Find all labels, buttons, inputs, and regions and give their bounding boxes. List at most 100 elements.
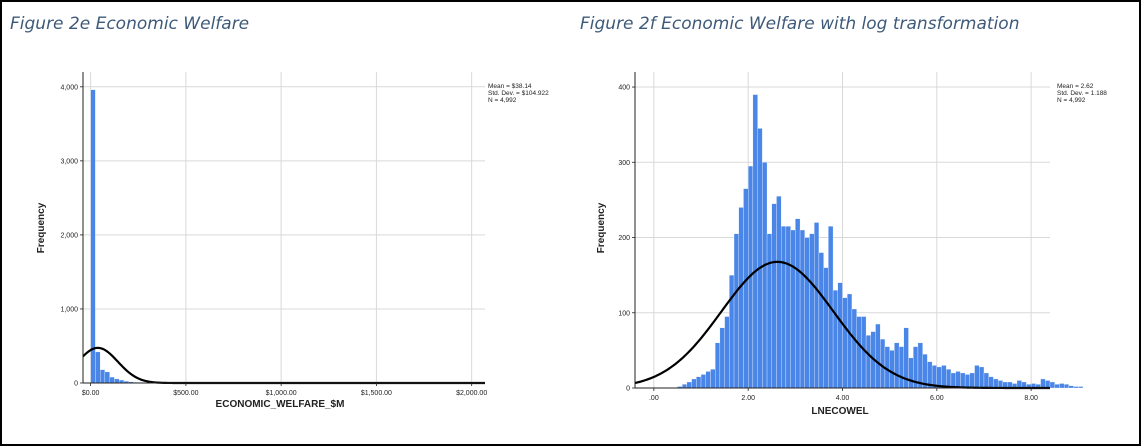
figure-2f-title: Figure 2f Economic Welfare with log tran… <box>580 14 1020 34</box>
histogram-bar <box>1045 380 1051 389</box>
stats-line: N = 4,992 <box>488 97 517 104</box>
histogram-bar <box>790 229 796 389</box>
x-tick-label: 6.00 <box>930 395 944 402</box>
histogram-bar <box>856 316 862 389</box>
x-axis-label: LNECOWEL <box>811 406 868 417</box>
y-tick-label: 0 <box>74 381 78 388</box>
histogram-bar <box>705 371 711 389</box>
histogram-bar <box>1016 380 1022 389</box>
x-tick-label: $1,000.00 <box>266 390 297 397</box>
y-axis-label: Frequency <box>596 202 607 253</box>
histogram-bar <box>733 233 739 389</box>
x-axis-label: ECONOMIC_WELFARE_$M <box>216 399 345 410</box>
y-axis-label: Frequency <box>36 202 47 253</box>
x-tick-label: 2.00 <box>741 395 755 402</box>
histogram-bar <box>95 351 101 384</box>
figure-2e-chart: $0.00 $500.00 $1,000.00 $1,500.00 $2,000.00 0… <box>36 72 549 410</box>
histogram-bar <box>1068 385 1074 389</box>
x-tick-label: $0.00 <box>82 390 100 397</box>
histogram-bar <box>865 335 871 389</box>
histogram-bar <box>710 369 716 389</box>
histogram-bar <box>752 94 758 389</box>
histogram-bar <box>691 378 697 389</box>
histogram-bar <box>889 350 895 389</box>
stats-line: Std. Dev. = $104.922 <box>488 90 549 97</box>
histogram-bar <box>696 376 702 389</box>
histogram-bar <box>1059 383 1065 389</box>
y-tick-label: 400 <box>618 85 630 92</box>
histogram-bar <box>941 365 947 389</box>
stats-line: N = 4,992 <box>1057 97 1086 104</box>
histogram-bar <box>847 293 853 389</box>
histogram-bar <box>1073 386 1079 389</box>
histogram-bar <box>979 366 985 389</box>
histogram-bar <box>823 267 829 389</box>
stats-line: Std. Dev. = 1.188 <box>1057 90 1107 97</box>
histogram-bar <box>762 162 768 389</box>
figure-2f-panel: Figure 2f Economic Welfare with log tran… <box>560 0 1137 442</box>
histogram-bar <box>960 372 966 389</box>
x-tick-label: $500.00 <box>173 390 198 397</box>
histogram-bar <box>894 342 900 389</box>
histogram-bar <box>757 128 763 389</box>
histogram-bar <box>771 203 777 389</box>
histogram-bar <box>818 252 824 389</box>
histogram-bar <box>832 290 838 389</box>
histogram-bar <box>781 226 787 389</box>
histogram-bar <box>804 237 810 389</box>
histogram-bar <box>950 372 956 389</box>
histogram-bar <box>1063 384 1070 389</box>
histogram-bar <box>917 342 923 389</box>
normal-curve <box>82 346 485 385</box>
y-tick-label: 3,000 <box>60 158 78 165</box>
y-tick-label: 100 <box>618 310 630 317</box>
histogram-bar <box>700 374 706 389</box>
histogram-bar <box>969 372 975 389</box>
figure-2e-title: Figure 2e Economic Welfare <box>10 14 250 34</box>
histogram-bar <box>988 376 994 389</box>
histogram-bar <box>837 282 843 389</box>
y-tick-label: 200 <box>618 235 630 242</box>
y-tick-label: 2,000 <box>60 232 78 239</box>
histogram-bar <box>875 323 881 389</box>
histogram-bar <box>799 229 805 389</box>
x-tick-label: $1,500.00 <box>361 390 392 397</box>
stats-line: Mean = 2.62 <box>1057 83 1094 90</box>
x-tick-label: .00 <box>649 395 659 402</box>
histogram-bar <box>114 378 120 384</box>
histogram-bar <box>766 233 772 389</box>
histogram-bar <box>842 297 848 389</box>
histogram-bar <box>719 327 725 389</box>
figure-2e-panel: Figure 2e Economic Welfare $0.00 $500.00 $… <box>0 0 560 442</box>
histogram-bar <box>682 384 688 389</box>
x-tick-label: 8.00 <box>1024 395 1038 402</box>
histogram-bar <box>795 218 801 389</box>
histogram-bar <box>743 188 749 389</box>
histogram-bar <box>686 381 692 389</box>
histogram-bar <box>104 371 110 384</box>
histogram-bar <box>776 195 782 389</box>
y-tick-label: 0 <box>626 386 630 393</box>
histogram-bar <box>1049 381 1055 389</box>
histogram-bar <box>993 378 999 389</box>
histogram-bar <box>785 226 791 389</box>
histogram-bar <box>880 338 886 389</box>
histogram-bar <box>898 346 904 389</box>
histogram-bar <box>99 369 106 384</box>
y-tick-label: 1,000 <box>60 306 78 313</box>
histogram-bar <box>738 207 744 389</box>
histogram-bar <box>955 371 961 389</box>
histogram-bar <box>90 89 96 384</box>
histogram-bar <box>983 372 989 389</box>
histogram-bar <box>908 357 914 389</box>
y-tick-label: 4,000 <box>60 84 78 91</box>
histogram-bar <box>814 222 820 389</box>
histogram-bar <box>946 369 952 389</box>
y-tick-label: 300 <box>618 160 630 167</box>
histogram-bar <box>851 308 857 389</box>
histogram-bar <box>729 274 735 389</box>
histogram-bar <box>964 374 970 389</box>
histogram-bar <box>715 342 721 389</box>
stats-line: Mean = $38.14 <box>488 83 532 90</box>
histogram-bar <box>809 233 815 389</box>
